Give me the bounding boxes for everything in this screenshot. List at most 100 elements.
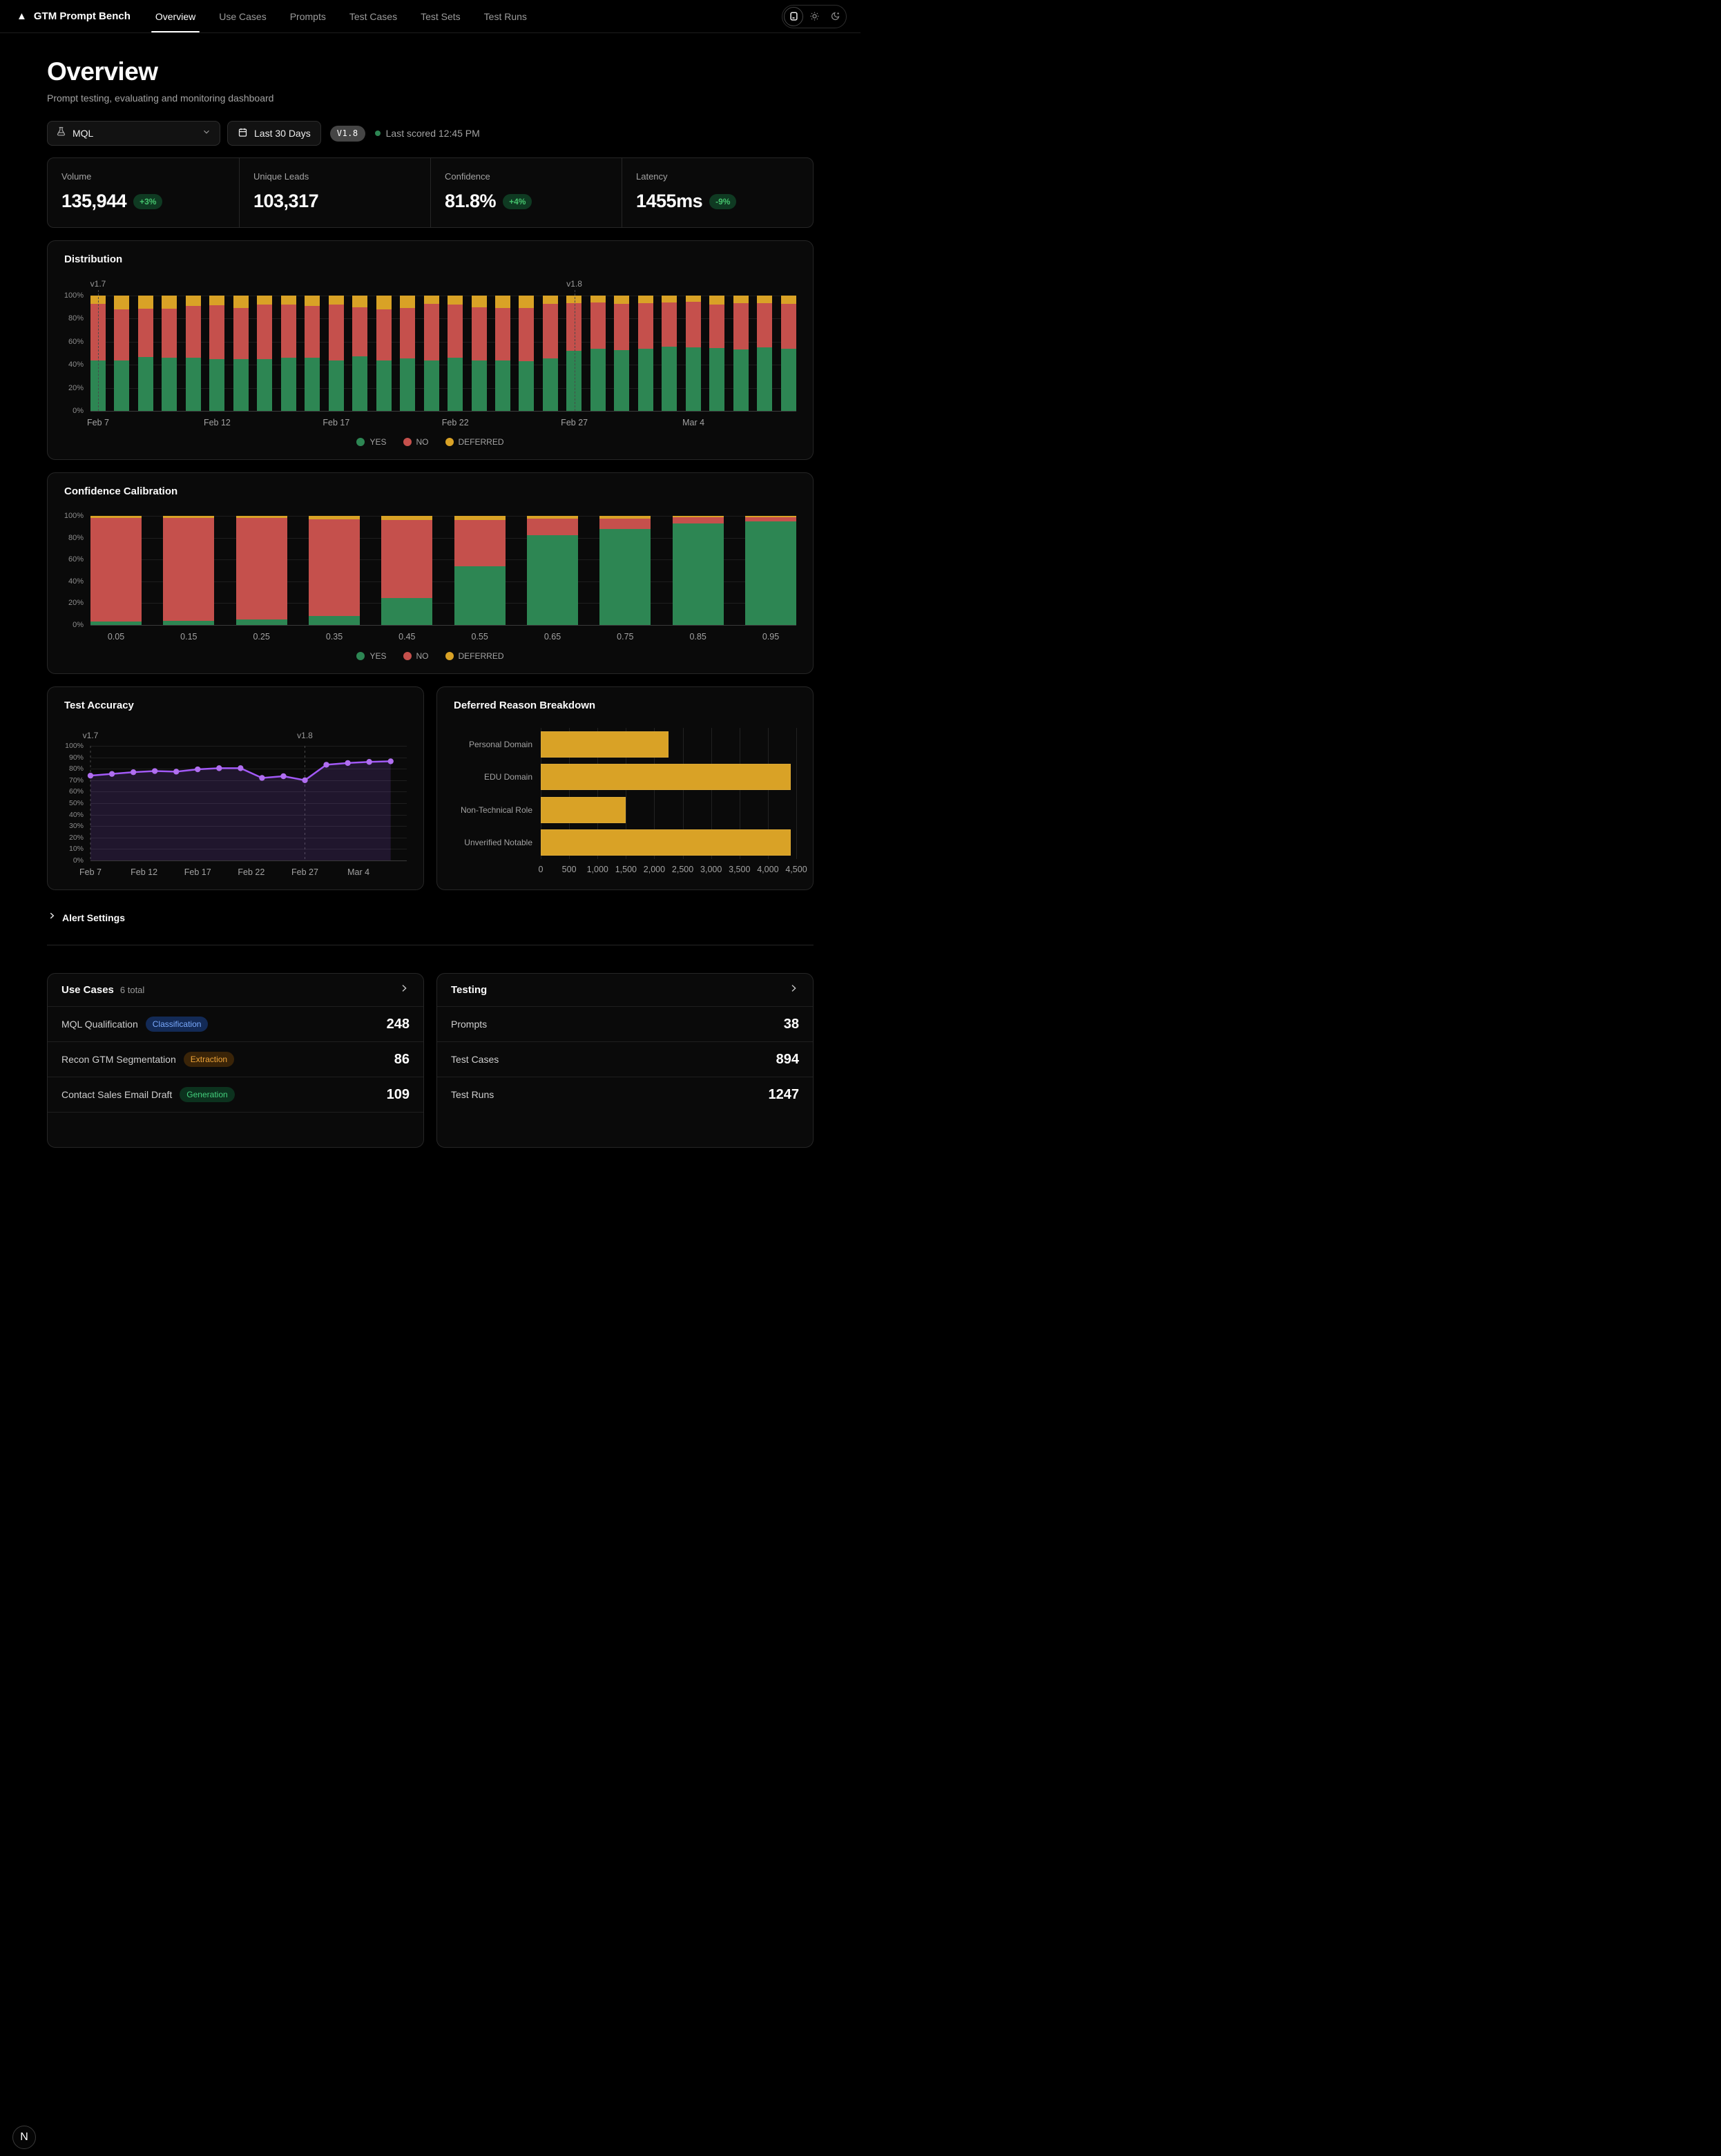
data-point[interactable] [280, 773, 287, 780]
bar-segment-no[interactable] [494, 307, 510, 361]
bar-segment-yes[interactable] [599, 528, 651, 625]
bar-segment-no[interactable] [448, 305, 463, 358]
bar-segment-yes[interactable] [376, 360, 392, 411]
bar-segment-no[interactable] [400, 308, 416, 359]
bar-segment-no[interactable] [137, 309, 153, 357]
bar-segment-deferred[interactable] [494, 296, 510, 308]
bar-segment-no[interactable] [471, 307, 487, 360]
bar-segment-yes[interactable] [590, 348, 606, 411]
bar-segment-deferred[interactable] [448, 296, 463, 305]
bar-segment-deferred[interactable] [744, 516, 796, 517]
bar-segment-no[interactable] [637, 302, 653, 349]
bar-segment-yes[interactable] [257, 358, 273, 411]
nav-item-test-runs[interactable]: Test Runs [484, 0, 527, 32]
stacked-bar[interactable] [590, 296, 606, 411]
data-point[interactable] [130, 769, 137, 776]
bar-segment-deferred[interactable] [423, 296, 439, 304]
bar-segment-yes[interactable] [454, 566, 506, 625]
bar-segment-no[interactable] [381, 520, 433, 598]
stacked-bar[interactable] [526, 516, 578, 625]
bar-segment-deferred[interactable] [542, 296, 558, 304]
bar-segment-deferred[interactable] [599, 516, 651, 519]
nextjs-logo[interactable]: N [12, 2126, 36, 2149]
legend-item-deferred[interactable]: DEFERRED [445, 437, 504, 447]
bar-segment-deferred[interactable] [185, 296, 201, 307]
bar-segment-yes[interactable] [566, 351, 582, 411]
bar-segment-yes[interactable] [114, 360, 130, 411]
use-case-row[interactable]: Contact Sales Email Draft Generation 109 [48, 1077, 423, 1112]
bar-segment-deferred[interactable] [328, 296, 344, 305]
stacked-bar[interactable] [448, 296, 463, 411]
nav-item-test-cases[interactable]: Test Cases [349, 0, 397, 32]
stacked-bar[interactable] [257, 296, 273, 411]
stacked-bar[interactable] [494, 296, 510, 411]
bar-segment-yes[interactable] [162, 358, 177, 411]
bar-segment-deferred[interactable] [376, 296, 392, 310]
testing-row[interactable]: Test Runs 1247 [437, 1077, 813, 1112]
stacked-bar[interactable] [400, 296, 416, 411]
nav-item-prompts[interactable]: Prompts [290, 0, 326, 32]
bar-segment-no[interactable] [519, 307, 535, 362]
bar-segment-deferred[interactable] [662, 296, 677, 303]
stacked-bar[interactable] [709, 296, 725, 411]
bar-segment-deferred[interactable] [526, 516, 578, 519]
bar-segment-yes[interactable] [352, 356, 368, 411]
bar-segment-no[interactable] [614, 303, 630, 350]
bar-segment-no[interactable] [423, 303, 439, 360]
bar-segment-deferred[interactable] [590, 296, 606, 303]
bar-segment-yes[interactable] [637, 348, 653, 411]
bar-segment-deferred[interactable] [114, 296, 130, 310]
bar-segment-yes[interactable] [280, 358, 296, 411]
bar-segment-yes[interactable] [672, 523, 724, 625]
bar-segment-deferred[interactable] [305, 296, 320, 307]
bar-segment-deferred[interactable] [685, 296, 701, 302]
stacked-bar[interactable] [423, 296, 439, 411]
stacked-bar[interactable] [757, 296, 773, 411]
bar-segment-no[interactable] [257, 304, 273, 359]
bar-segment-yes[interactable] [209, 358, 225, 411]
bar-segment-no[interactable] [599, 518, 651, 529]
bar-segment-yes[interactable] [614, 349, 630, 411]
stacked-bar[interactable] [352, 296, 368, 411]
bar-segment-yes[interactable] [662, 347, 677, 411]
nav-item-test-sets[interactable]: Test Sets [421, 0, 461, 32]
bar-segment-yes[interactable] [757, 347, 773, 411]
horizontal-bar[interactable] [541, 731, 669, 758]
bar-segment-yes[interactable] [233, 358, 249, 411]
stacked-bar[interactable] [780, 296, 796, 411]
use-case-row[interactable]: MQL Qualification Classification 248 [48, 1006, 423, 1041]
legend-item-no[interactable]: NO [403, 651, 429, 661]
data-point[interactable] [216, 765, 222, 771]
stacked-bar[interactable] [162, 296, 177, 411]
nav-item-overview[interactable]: Overview [151, 0, 200, 32]
bar-segment-deferred[interactable] [733, 296, 749, 303]
testing-header[interactable]: Testing [437, 974, 813, 1006]
bar-segment-no[interactable] [352, 307, 368, 356]
bar-segment-deferred[interactable] [454, 516, 506, 521]
bar-segment-deferred[interactable] [519, 296, 535, 308]
legend-item-yes[interactable]: YES [356, 437, 387, 447]
bar-segment-no[interactable] [454, 520, 506, 566]
brand[interactable]: ▲ GTM Prompt Bench [17, 10, 131, 22]
stacked-bar[interactable] [305, 296, 320, 411]
bar-segment-deferred[interactable] [235, 516, 287, 519]
stacked-bar[interactable] [599, 516, 651, 625]
data-point[interactable] [87, 772, 94, 779]
bar-segment-yes[interactable] [137, 356, 153, 411]
bar-segment-no[interactable] [566, 302, 582, 352]
stacked-bar[interactable] [672, 516, 724, 625]
stacked-bar[interactable] [280, 296, 296, 411]
bar-segment-yes[interactable] [423, 360, 439, 411]
stacked-bar[interactable] [733, 296, 749, 411]
bar-segment-no[interactable] [744, 517, 796, 521]
bar-segment-no[interactable] [163, 518, 215, 621]
bar-segment-no[interactable] [305, 306, 320, 358]
bar-segment-no[interactable] [662, 302, 677, 347]
bar-segment-yes[interactable] [744, 521, 796, 625]
stacked-bar[interactable] [685, 296, 701, 411]
bar-segment-no[interactable] [90, 518, 142, 622]
bar-segment-no[interactable] [685, 302, 701, 348]
data-point[interactable] [108, 771, 115, 777]
stacked-bar[interactable] [328, 296, 344, 411]
horizontal-bar[interactable] [541, 829, 791, 856]
